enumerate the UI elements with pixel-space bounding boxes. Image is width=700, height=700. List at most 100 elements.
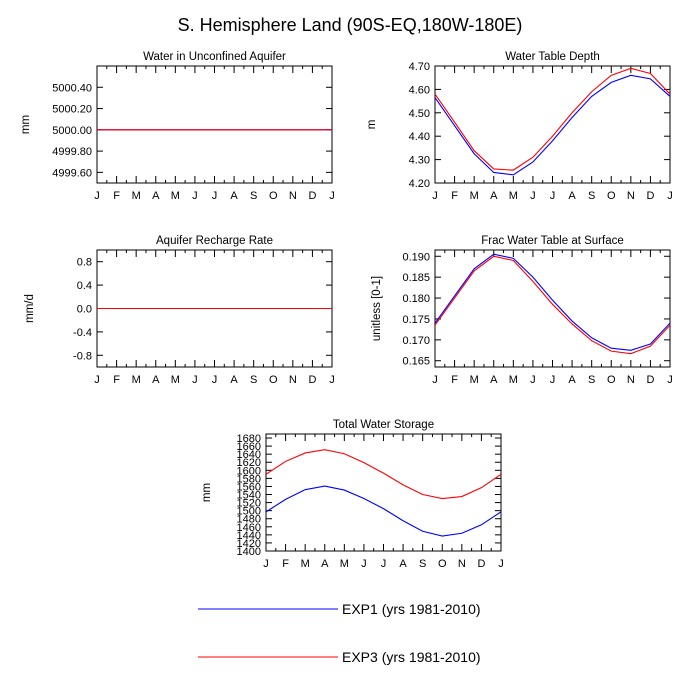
y-tick-label: 4999.60: [52, 167, 92, 179]
x-tick-label: S: [250, 374, 257, 386]
y-tick-label: 4.60: [409, 84, 430, 96]
figure-title: S. Hemisphere Land (90S-EQ,180W-180E): [178, 15, 523, 35]
y-tick-label: 1640: [237, 449, 261, 461]
panel-title: Water in Unconfined Aquifer: [143, 51, 286, 63]
y-tick-label: 4999.80: [52, 146, 92, 158]
x-tick-label: J: [329, 374, 335, 386]
plot-frame: [96, 65, 333, 184]
x-tick-label: J: [498, 558, 504, 570]
x-tick-label: M: [301, 558, 310, 570]
x-tick-label: J: [212, 374, 218, 386]
panel-title: Aquifer Recharge Rate: [156, 235, 273, 247]
x-tick-label: M: [470, 374, 479, 386]
x-tick-label: M: [171, 374, 180, 386]
panel-title: Total Water Storage: [333, 419, 434, 431]
x-tick-label: A: [152, 374, 160, 386]
x-tick-label: F: [282, 558, 289, 570]
x-tick-label: D: [646, 190, 654, 202]
x-tick-label: M: [132, 374, 141, 386]
x-tick-label: A: [230, 190, 238, 202]
y-tick-label: 4.40: [409, 131, 430, 143]
y-tick-label: 1540: [237, 490, 261, 502]
x-tick-label: A: [230, 374, 238, 386]
y-axis-label: unitless [0-1]: [371, 276, 383, 341]
x-tick-label: F: [113, 374, 120, 386]
x-tick-label: J: [212, 190, 218, 202]
y-tick-label: 5000.40: [52, 82, 92, 94]
x-tick-label: J: [192, 374, 198, 386]
x-tick-label: F: [113, 190, 120, 202]
x-tick-label: O: [607, 190, 616, 202]
y-tick-label: 0.180: [402, 293, 430, 305]
y-tick-label: 1520: [237, 498, 261, 510]
y-tick-label: 1620: [237, 457, 261, 469]
x-tick-label: M: [340, 558, 349, 570]
x-tick-label: D: [308, 374, 316, 386]
x-tick-label: M: [132, 190, 141, 202]
x-tick-label: J: [530, 374, 536, 386]
y-tick-label: 0.190: [402, 251, 430, 263]
x-tick-label: O: [269, 374, 278, 386]
y-axis-label: mm/d: [24, 294, 36, 323]
y-tick-label: -0.8: [73, 350, 92, 362]
y-tick-label: 0.175: [402, 314, 430, 326]
x-tick-label: J: [263, 558, 269, 570]
y-tick-label: 0.185: [402, 272, 430, 284]
x-tick-label: D: [646, 374, 654, 386]
y-tick-label: 1600: [237, 465, 261, 477]
x-tick-label: J: [667, 374, 673, 386]
x-tick-label: O: [607, 374, 616, 386]
x-tick-label: A: [321, 558, 329, 570]
y-tick-label: 0.165: [402, 356, 430, 368]
y-tick-label: 1560: [237, 481, 261, 493]
x-tick-label: A: [568, 374, 576, 386]
x-tick-label: N: [289, 190, 297, 202]
y-tick-label: 0.0: [77, 304, 92, 316]
x-tick-label: J: [667, 190, 673, 202]
x-tick-label: N: [627, 374, 635, 386]
x-tick-label: J: [530, 190, 536, 202]
x-tick-label: A: [490, 190, 498, 202]
x-tick-label: F: [451, 190, 458, 202]
x-tick-label: M: [509, 374, 518, 386]
panel-title: Frac Water Table at Surface: [481, 235, 624, 247]
x-tick-label: N: [627, 190, 635, 202]
y-axis-label: mm: [201, 483, 213, 502]
series-line-exp3: [266, 449, 501, 500]
x-tick-label: S: [588, 374, 595, 386]
x-tick-label: S: [588, 190, 595, 202]
y-tick-label: 0.4: [77, 280, 92, 292]
y-tick-label: 1400: [237, 546, 261, 558]
y-tick-label: 1680: [237, 433, 261, 445]
legend-label-exp1: EXP1 (yrs 1981-2010): [342, 601, 481, 617]
x-tick-label: F: [451, 374, 458, 386]
x-tick-label: S: [419, 558, 426, 570]
y-tick-label: 1480: [237, 514, 261, 526]
y-tick-label: 0.8: [77, 257, 92, 269]
x-tick-label: A: [490, 374, 498, 386]
y-tick-label: 1420: [237, 538, 261, 550]
y-tick-label: 5000.00: [52, 125, 92, 137]
x-tick-label: J: [381, 558, 387, 570]
x-tick-label: M: [171, 190, 180, 202]
x-tick-label: J: [329, 190, 335, 202]
panel-title: Water Table Depth: [505, 51, 600, 63]
x-tick-label: J: [192, 190, 198, 202]
y-axis-label: mm: [20, 115, 32, 134]
series-line-exp3: [435, 255, 670, 355]
y-tick-label: 1660: [237, 441, 261, 453]
x-tick-label: N: [289, 374, 297, 386]
x-tick-label: J: [550, 190, 556, 202]
x-tick-label: O: [269, 190, 278, 202]
y-tick-label: 1580: [237, 473, 261, 485]
y-tick-label: 1500: [237, 506, 261, 518]
y-tick-label: -0.4: [73, 327, 92, 339]
x-tick-label: A: [399, 558, 407, 570]
series-line-exp1: [435, 74, 670, 176]
legend-label-exp3: EXP3 (yrs 1981-2010): [342, 649, 481, 665]
